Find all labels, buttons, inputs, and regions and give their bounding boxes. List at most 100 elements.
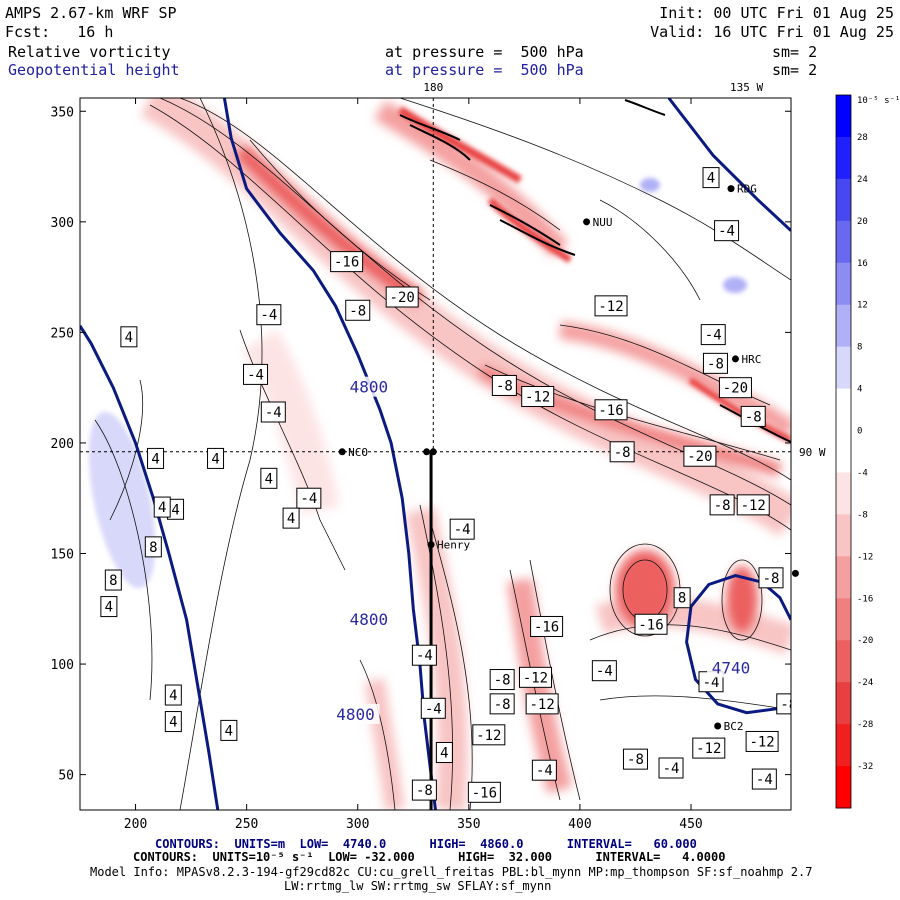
model-info-line2: LW:rrtmg_lw SW:rrtmg_sw SFLAY:sf_mynn — [284, 879, 552, 893]
negative-vorticity-band-upper-core — [233, 143, 425, 308]
vorticity-label-box — [153, 496, 171, 518]
vorticity-label-box — [776, 693, 791, 715]
station-label: HRC — [741, 353, 761, 366]
vorticity-label-text: 4 — [225, 723, 233, 739]
vorticity-label-box — [622, 748, 648, 770]
vorticity-label-text: 4 — [287, 511, 295, 527]
negative-vorticity-cell — [615, 550, 675, 630]
vorticity-label-text: -4 — [416, 648, 433, 664]
vorticity-label-text: -4 — [703, 675, 720, 691]
vorticity-label-text: -4 — [705, 328, 722, 344]
height-label: 4800 — [350, 610, 389, 629]
vorticity-label-box — [718, 377, 752, 399]
vorticity-label: -4 — [449, 518, 475, 540]
vorticity-label-text: -20 — [390, 290, 415, 306]
vorticity-label-box — [531, 759, 557, 781]
colorbar-swatch — [836, 304, 851, 348]
colorbar-swatch — [836, 220, 851, 264]
valid-time: Valid: 16 UTC Fri 01 Aug 25 — [650, 23, 894, 41]
vorticity-label-box — [751, 768, 777, 790]
vorticity-label-text: 4 — [171, 502, 179, 518]
vorticity-label: -4 — [658, 757, 684, 779]
colorbar-tick-label: 28 — [857, 133, 868, 143]
vorticity-label-text: 8 — [149, 540, 157, 556]
vorticity-label-text: -12 — [741, 498, 766, 514]
station-marker — [727, 185, 735, 193]
vorticity-label: 8 — [673, 587, 691, 609]
vorticity-label-text: -4 — [260, 308, 277, 324]
vorticity-label-box — [449, 518, 475, 540]
y-tick-label: 200 — [51, 437, 74, 452]
vorticity-label: -16 — [330, 251, 364, 273]
vorticity-label-text: -4 — [300, 491, 317, 507]
vorticity-label: 4 — [260, 467, 278, 489]
vorticity-label-text: -4 — [425, 701, 442, 717]
variable-1-level: at pressure = 500 hPa — [385, 43, 584, 61]
colorbar-frame — [835, 94, 852, 809]
vorticity-label-box — [296, 487, 322, 509]
colorbar-swatch — [836, 472, 851, 515]
colorbar-tick-label: -8 — [857, 510, 868, 520]
colorbar-tick-label: -32 — [857, 762, 873, 772]
model-title: AMPS 2.67-km WRF SP — [5, 4, 177, 22]
strong-vorticity-streak-2 — [487, 197, 572, 263]
negative-vorticity-band-north — [374, 100, 569, 258]
vorticity-label-text: -8 — [780, 697, 797, 713]
vorticity-label-text: -12 — [525, 390, 550, 406]
vorticity-label: -12 — [594, 295, 628, 317]
vorticity-label-box — [411, 644, 437, 666]
vorticity-label-text: -8 — [745, 409, 762, 425]
vorticity-label-box — [745, 730, 779, 752]
vorticity-label-text: 4 — [707, 171, 715, 187]
vorticity-label: 4 — [220, 719, 238, 741]
vorticity-label-box — [243, 363, 269, 385]
vorticity-label-box — [144, 536, 162, 558]
longitude-label: 180 — [423, 81, 443, 94]
variable-2-name: Geopotential height — [8, 61, 180, 79]
vorticity-label: -4 — [411, 644, 437, 666]
vorticity-label-text: -4 — [536, 763, 553, 779]
colorbar-tick-label: -16 — [857, 594, 873, 604]
vorticity-label-box — [594, 295, 628, 317]
colorbar-tick-label: 8 — [857, 343, 862, 353]
colorbar-swatch — [836, 95, 851, 138]
vorticity-label: -8 — [776, 693, 797, 715]
colorbar-swatch — [836, 346, 851, 390]
vorticity-label: 4 — [164, 711, 182, 733]
height-contour-line — [80, 324, 220, 810]
vorticity-label-text: -20 — [687, 449, 712, 465]
vorticity-label: -4 — [714, 220, 740, 242]
vorticity-label: -8 — [489, 669, 515, 691]
vorticity-label-text: -8 — [707, 356, 724, 372]
x-tick-label: 450 — [679, 817, 702, 832]
vorticity-label: -16 — [634, 613, 668, 635]
variable-1-name: Relative vorticity — [8, 43, 171, 61]
vorticity-label-box — [207, 447, 225, 469]
station-label: RDG — [737, 183, 757, 196]
vorticity-label-text: -12 — [530, 697, 555, 713]
station-label: Henry — [437, 539, 470, 552]
vorticity-label-box — [385, 286, 419, 308]
vorticity-label-text: -4 — [247, 367, 264, 383]
vorticity-label-box — [467, 781, 501, 803]
vorticity-label: -12 — [745, 730, 779, 752]
vorticity-label: 4 — [435, 742, 453, 764]
station-label: BC2 — [724, 720, 744, 733]
vorticity-label-text: -8 — [349, 303, 366, 319]
vorticity-label: 4 — [282, 507, 300, 529]
colorbar-swatch — [836, 430, 851, 473]
vorticity-label-box — [411, 779, 437, 801]
vorticity-label-box — [147, 447, 165, 469]
height-label: 4800 — [336, 705, 375, 724]
vorticity-label: -8 — [740, 405, 766, 427]
vorticity-label: -8 — [709, 494, 735, 516]
variable-2-smoothing: sm= 2 — [772, 61, 818, 79]
vorticity-label: -4 — [700, 324, 726, 346]
colorbar-swatch — [836, 766, 851, 809]
dense-vorticity-streaks — [399, 99, 791, 443]
x-tick-label: 200 — [124, 817, 147, 832]
vorticity-label-text: -4 — [718, 224, 735, 240]
vorticity-label: -16 — [530, 615, 564, 637]
vorticity-label-box — [702, 352, 728, 374]
vorticity-label: -16 — [594, 399, 628, 421]
